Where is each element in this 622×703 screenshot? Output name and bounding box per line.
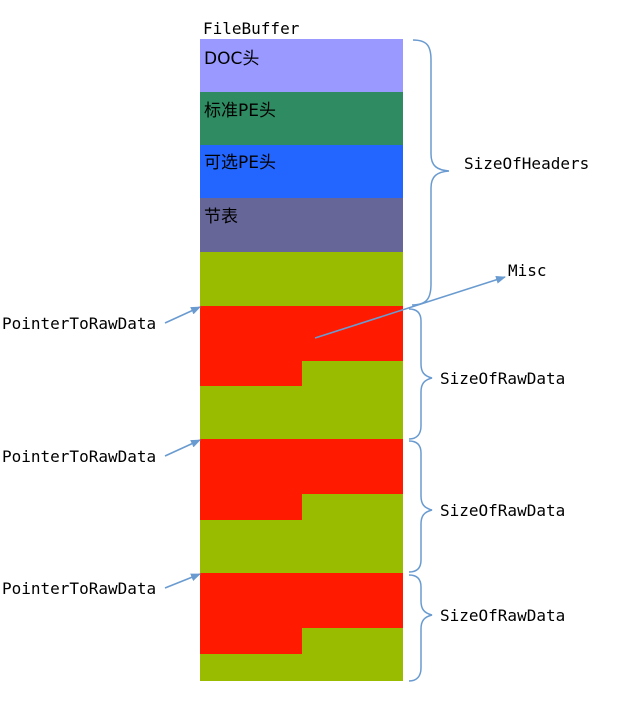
section-3-padding — [200, 628, 403, 681]
doc-header-label: DOC头 — [204, 49, 259, 69]
section-2-pointer-arrow — [164, 439, 201, 457]
section-table-label: 节表 — [204, 207, 238, 227]
section-3-size-label: SizeOfRawData — [440, 606, 565, 625]
header-padding-block — [200, 252, 403, 306]
section-1-size-brace — [408, 308, 433, 440]
section-3-size-brace — [408, 574, 433, 682]
standard-pe-header-block — [200, 92, 403, 145]
section-1-padding — [200, 361, 403, 439]
size-of-headers-brace — [411, 39, 450, 306]
section-1-pointer-label: PointerToRawData — [2, 314, 156, 333]
section-3-pointer-label: PointerToRawData — [2, 579, 156, 598]
section-3-data — [200, 573, 403, 654]
diagram-title: FileBuffer — [203, 19, 300, 38]
section-2-size-label: SizeOfRawData — [440, 501, 565, 520]
section-3-pointer-arrow — [164, 573, 201, 589]
standard-pe-header-label: 标准PE头 — [204, 101, 276, 121]
section-2-padding — [200, 494, 403, 573]
misc-arrow — [314, 275, 506, 339]
section-table-block — [200, 198, 403, 252]
doc-header-block — [200, 39, 403, 92]
optional-pe-header-label: 可选PE头 — [204, 153, 276, 173]
optional-pe-header-block — [200, 145, 403, 198]
section-2-pointer-label: PointerToRawData — [2, 447, 156, 466]
section-2-size-brace — [408, 440, 433, 573]
section-2-data — [200, 439, 403, 520]
section-1-size-label: SizeOfRawData — [440, 369, 565, 388]
size-of-headers-label: SizeOfHeaders — [464, 154, 589, 173]
section-1-pointer-arrow — [164, 306, 201, 324]
misc-label: Misc — [508, 261, 547, 280]
